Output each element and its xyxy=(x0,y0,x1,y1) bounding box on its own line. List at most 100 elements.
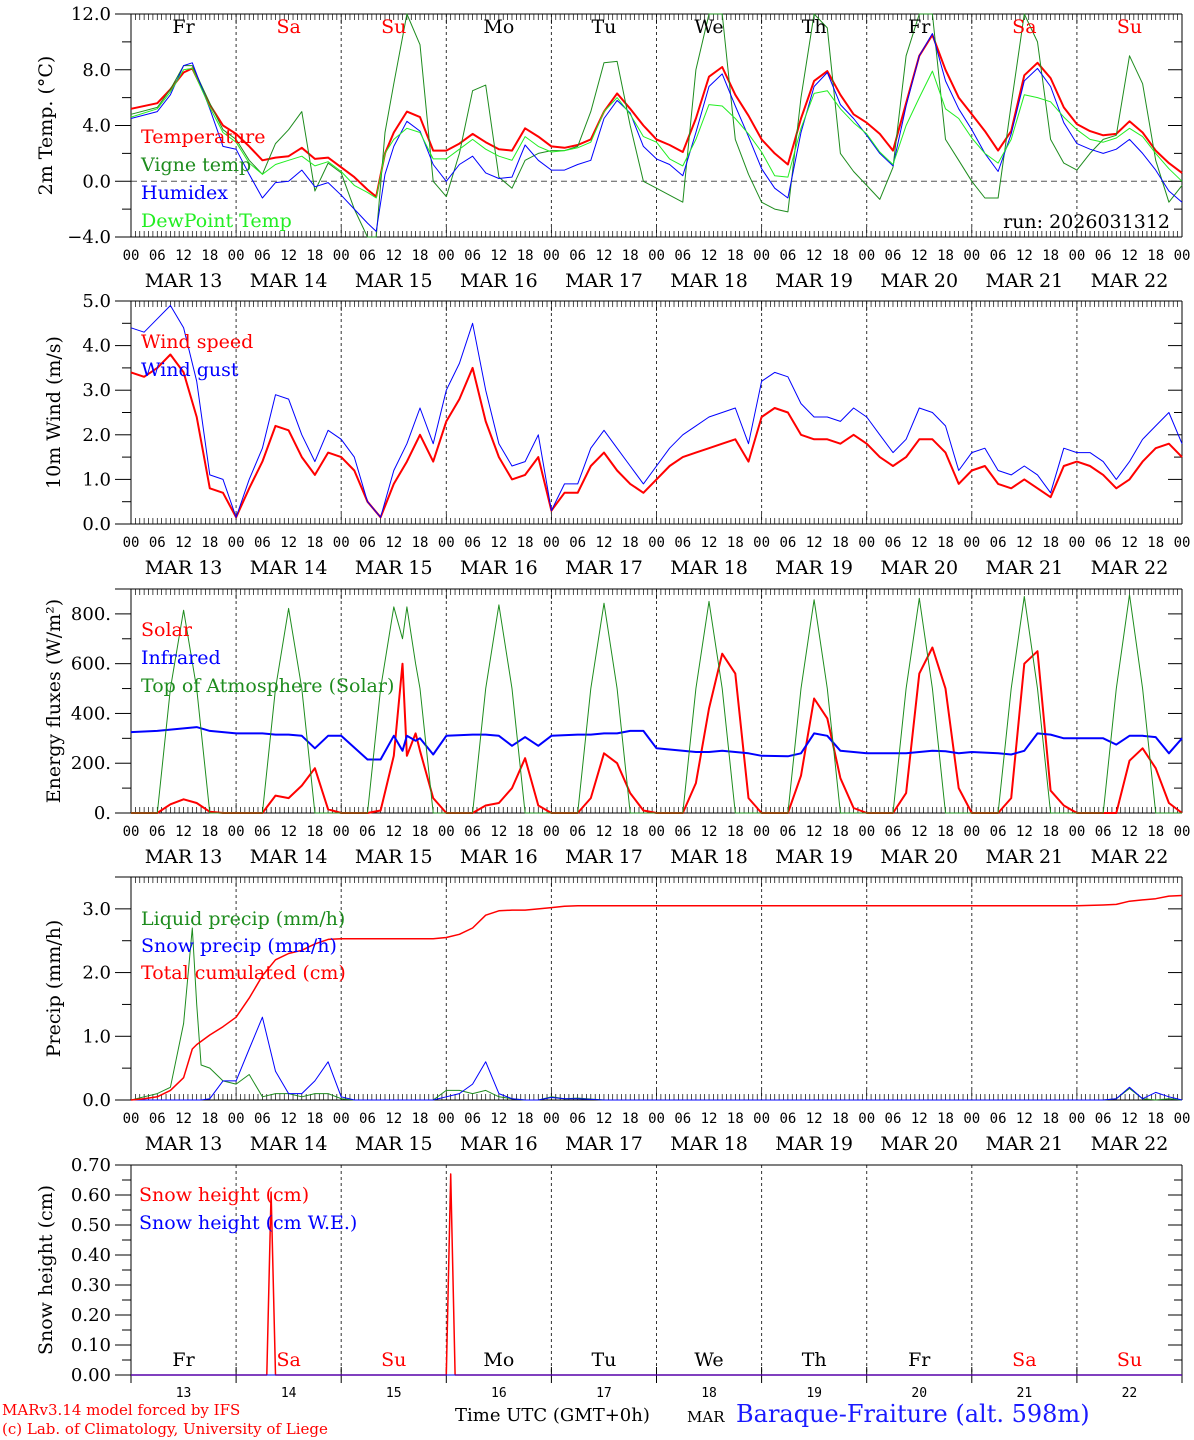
legend-entry: DewPoint Temp xyxy=(141,210,292,232)
x-hour-label: 12 xyxy=(701,824,718,840)
legend-entry: Snow precip (mm/h) xyxy=(141,935,337,957)
series-line-solar xyxy=(131,646,1183,814)
series-line-total-cumulated-cm xyxy=(130,894,1183,1101)
y-tick-label: 0.50 xyxy=(71,1215,111,1236)
x-date-label: MAR 16 xyxy=(460,270,538,292)
x-hour-label: 06 xyxy=(254,248,271,264)
x-hour-label: 18 xyxy=(622,824,639,840)
y-tick-label: 0. xyxy=(94,803,111,824)
x-date-label: MAR 20 xyxy=(880,1133,958,1155)
x-hour-label: 00 xyxy=(543,535,560,551)
x-hour-label: 12 xyxy=(1016,248,1033,264)
x-hour-label: 12 xyxy=(490,248,507,264)
x-date-label: MAR 13 xyxy=(145,846,223,868)
x-date-label: MAR 15 xyxy=(355,846,433,868)
x-date-label: MAR 19 xyxy=(775,270,853,292)
day-of-week-label: Mo xyxy=(483,1349,514,1371)
x-hour-label: 12 xyxy=(175,824,192,840)
x-hour-label: 06 xyxy=(885,248,902,264)
x-hour-label: 00 xyxy=(123,824,140,840)
x-hour-label: 18 xyxy=(937,248,954,264)
legend-entry: Snow height (cm W.E.) xyxy=(139,1212,357,1234)
x-hour-label: 00 xyxy=(123,535,140,551)
x-hour-label: 12 xyxy=(701,1111,718,1127)
x-hour-label: 06 xyxy=(990,1111,1007,1127)
x-date-label: MAR 17 xyxy=(565,270,643,292)
x-hour-label: 06 xyxy=(779,824,796,840)
day-of-week-label: Su xyxy=(1117,16,1142,38)
day-of-week-label: We xyxy=(694,1349,723,1371)
x-hour-label: 12 xyxy=(280,1111,297,1127)
y-tick-label: 3.0 xyxy=(82,899,111,920)
x-hour-label: 12 xyxy=(280,535,297,551)
series-line-vigne-temp xyxy=(130,13,1183,238)
day-of-week-label: Su xyxy=(381,1349,406,1371)
day-of-week-label: Su xyxy=(1117,1349,1142,1371)
x-hour-label: 00 xyxy=(333,824,350,840)
panel-1: 5.0 4.0 3.0 2.0 1.0 0.0 10m Wind (m/s) 00 06 12 18… xyxy=(43,291,1190,579)
x-hour-label: 12 xyxy=(385,535,402,551)
x-hour-label: 06 xyxy=(149,824,166,840)
x-hour-label: 06 xyxy=(885,824,902,840)
x-hour-label: 06 xyxy=(885,535,902,551)
x-hour-label: 06 xyxy=(569,535,586,551)
y-tick-label: 1.0 xyxy=(82,469,111,490)
x-hour-label: 06 xyxy=(464,824,481,840)
x-hour-label: 18 xyxy=(937,824,954,840)
x-hour-label: 12 xyxy=(806,824,823,840)
x-hour-label: 00 xyxy=(333,535,350,551)
x-hour-label: 06 xyxy=(359,824,376,840)
x-hour-label: 06 xyxy=(254,1111,271,1127)
x-date-label: MAR 18 xyxy=(670,557,748,579)
y-tick-label: 4.0 xyxy=(82,336,111,357)
x-hour-label: 06 xyxy=(1095,1111,1112,1127)
x-hour-label: 12 xyxy=(911,824,928,840)
x-hour-label: 18 xyxy=(1042,248,1059,264)
x-date-label: MAR 21 xyxy=(985,1133,1063,1155)
series-line-wind-gust xyxy=(130,305,1183,518)
x-hour-label: 12 xyxy=(1121,248,1138,264)
x-hour-label: 00 xyxy=(858,535,875,551)
x-hour-label: 12 xyxy=(806,1111,823,1127)
x-hour-label: 18 xyxy=(622,1111,639,1127)
x-hour-label: 00 xyxy=(963,1111,980,1127)
x-hour-label: 00 xyxy=(1068,1111,1085,1127)
x-hour-label: 00 xyxy=(543,824,560,840)
y-axis-label: Snow height (cm) xyxy=(35,1185,57,1355)
x-hour-label: 00 xyxy=(963,535,980,551)
x-hour-label: 12 xyxy=(596,248,613,264)
x-date-label: MAR 13 xyxy=(145,557,223,579)
x-date-label: MAR 19 xyxy=(775,557,853,579)
x-hour-label: 06 xyxy=(464,535,481,551)
x-hour-label: 06 xyxy=(779,248,796,264)
legend-entry: Humidex xyxy=(141,182,228,204)
x-hour-label: 18 xyxy=(832,248,849,264)
y-tick-label: 0.20 xyxy=(71,1305,111,1326)
x-date-label: MAR 20 xyxy=(880,270,958,292)
day-of-week-label: Sa xyxy=(276,16,300,38)
x-date-label: MAR 15 xyxy=(355,270,433,292)
x-hour-label: 12 xyxy=(175,248,192,264)
x-hour-label: 18 xyxy=(201,1111,218,1127)
x-hour-label: 12 xyxy=(806,248,823,264)
x-date-label: MAR 14 xyxy=(250,270,328,292)
legend-entry: Top of Atmosphere (Solar) xyxy=(141,675,394,697)
x-hour-label: 12 xyxy=(911,535,928,551)
x-hour-label: 00 xyxy=(753,535,770,551)
y-tick-label: 12.0 xyxy=(71,4,111,25)
x-hour-label: 18 xyxy=(622,535,639,551)
day-number-label: 15 xyxy=(386,1386,402,1401)
y-tick-label: 400. xyxy=(71,703,111,724)
y-tick-label: 0.0 xyxy=(82,514,111,535)
x-hour-label: 00 xyxy=(228,248,245,264)
day-of-week-label: Sa xyxy=(276,1349,300,1371)
y-tick-label: 200. xyxy=(71,753,111,774)
y-tick-label: 5.0 xyxy=(82,291,111,312)
x-hour-label: 06 xyxy=(1095,824,1112,840)
x-hour-label: 18 xyxy=(937,535,954,551)
series-line-infrared xyxy=(130,726,1183,761)
x-date-label: MAR 16 xyxy=(460,1133,538,1155)
x-hour-label: 18 xyxy=(306,248,323,264)
x-hour-label: 00 xyxy=(1068,248,1085,264)
x-date-label: MAR 14 xyxy=(250,846,328,868)
